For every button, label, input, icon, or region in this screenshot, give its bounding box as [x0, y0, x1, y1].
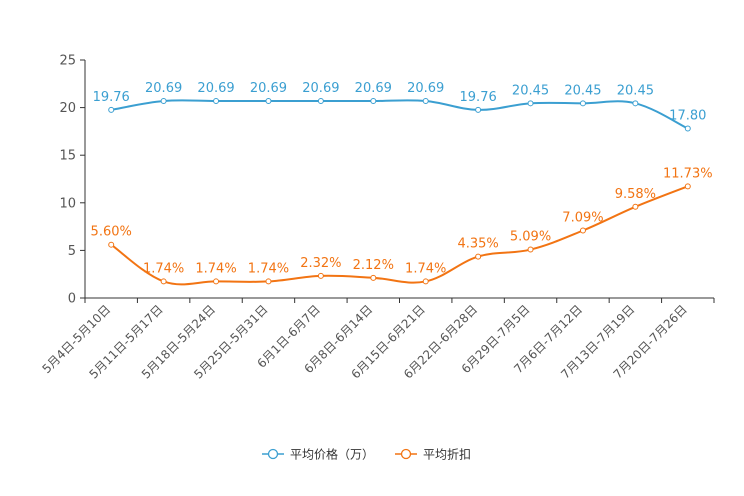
- data-label: 20.69: [407, 81, 444, 96]
- series-1: 19.76 20.69 20.69 20.69 20.69 20.69 20.69 19.76…: [93, 81, 706, 132]
- legend-item-1[interactable]: 平均价格（万）: [262, 447, 374, 462]
- data-label: 4.35%: [457, 237, 498, 252]
- data-label: 17.80: [669, 109, 706, 124]
- data-point[interactable]: [475, 106, 482, 113]
- data-label: 20.69: [145, 81, 182, 96]
- series-2: 5.60% 1.74% 1.74% 1.74% 2.32% 2.12% 1.74% 4.35%…: [91, 166, 713, 286]
- data-label: 7.09%: [562, 211, 603, 226]
- data-point[interactable]: [632, 100, 639, 107]
- y-tick-label: 15: [59, 149, 76, 164]
- data-point[interactable]: [579, 100, 586, 107]
- data-label: 5.60%: [91, 225, 132, 240]
- data-label: 20.69: [302, 81, 339, 96]
- y-tick-labels: 0 5 10 15 20 25: [59, 54, 85, 307]
- legend-item-2[interactable]: 平均折扣: [395, 447, 471, 462]
- data-point[interactable]: [317, 272, 324, 279]
- data-label: 1.74%: [405, 261, 446, 276]
- data-label: 20.45: [617, 83, 654, 98]
- series-group: 19.76 20.69 20.69 20.69 20.69 20.69 20.69 19.76…: [91, 81, 713, 286]
- data-point[interactable]: [475, 253, 482, 260]
- data-point[interactable]: [684, 183, 691, 190]
- legend-label: 平均折扣: [423, 447, 471, 462]
- data-point[interactable]: [213, 278, 220, 285]
- data-label: 9.58%: [615, 187, 656, 202]
- y-tick-label: 5: [68, 244, 76, 259]
- data-label: 2.12%: [353, 258, 394, 273]
- y-tick-label: 25: [59, 54, 76, 69]
- legend[interactable]: 平均价格（万） 平均折扣: [262, 447, 471, 462]
- y-tick-label: 20: [59, 101, 76, 116]
- y-tick-label: 10: [59, 196, 76, 211]
- data-point[interactable]: [422, 98, 429, 105]
- data-point[interactable]: [265, 98, 272, 105]
- data-point[interactable]: [265, 278, 272, 285]
- data-point[interactable]: [579, 227, 586, 234]
- data-label: 20.69: [355, 81, 392, 96]
- legend-marker-icon: [400, 448, 412, 460]
- data-point[interactable]: [160, 278, 167, 285]
- legend-label: 平均价格（万）: [290, 447, 374, 462]
- y-tick-label: 0: [68, 292, 76, 307]
- data-point[interactable]: [108, 241, 115, 248]
- data-label: 2.32%: [300, 256, 341, 271]
- data-point[interactable]: [213, 98, 220, 105]
- data-label: 20.69: [197, 81, 234, 96]
- series-line: [110, 185, 689, 286]
- data-label: 11.73%: [663, 166, 713, 181]
- data-point[interactable]: [422, 278, 429, 285]
- data-point[interactable]: [370, 98, 377, 105]
- data-point[interactable]: [108, 106, 115, 113]
- legend-marker-icon: [267, 448, 279, 460]
- data-point[interactable]: [527, 100, 534, 107]
- data-label: 1.74%: [143, 261, 184, 276]
- data-point[interactable]: [527, 246, 534, 253]
- data-label: 20.45: [564, 83, 601, 98]
- data-label: 20.69: [250, 81, 287, 96]
- data-label: 19.76: [460, 90, 497, 105]
- series-line: [111, 99, 689, 130]
- data-point[interactable]: [317, 98, 324, 105]
- data-point[interactable]: [370, 274, 377, 281]
- data-label: 1.74%: [248, 261, 289, 276]
- data-label: 20.45: [512, 83, 549, 98]
- data-label: 1.74%: [195, 261, 236, 276]
- data-point[interactable]: [684, 125, 691, 132]
- data-point[interactable]: [632, 203, 639, 210]
- data-label: 5.09%: [510, 230, 551, 245]
- data-label: 19.76: [93, 90, 130, 105]
- data-point[interactable]: [160, 98, 167, 105]
- x-tick-labels: 5月4日-5月10日5月11日-5月17日5月18日-5月24日5月25日-5月…: [39, 298, 715, 382]
